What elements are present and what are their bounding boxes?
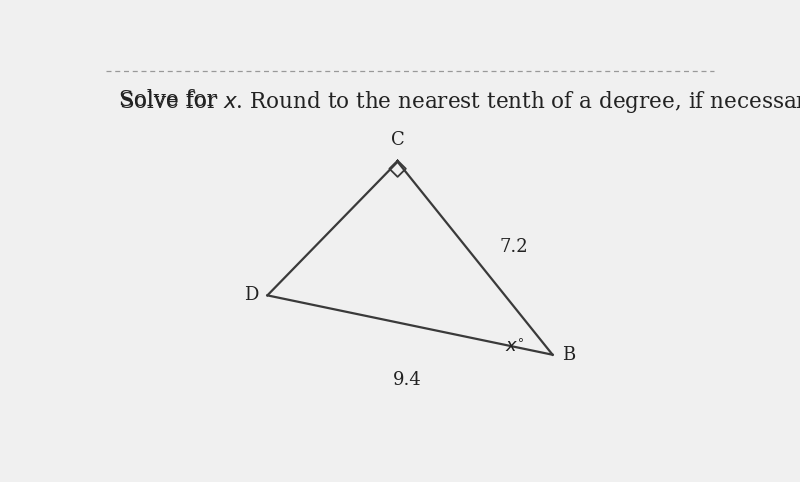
Text: $x^{\circ}$: $x^{\circ}$ [505, 338, 525, 356]
Text: C: C [390, 131, 405, 149]
Text: D: D [244, 286, 258, 304]
Text: Solve for: Solve for [118, 89, 223, 111]
Text: 9.4: 9.4 [393, 372, 422, 389]
Text: 7.2: 7.2 [500, 238, 529, 256]
Text: Solve for $x$. Round to the nearest tenth of a degree, if necessary.: Solve for $x$. Round to the nearest tent… [118, 89, 800, 115]
Text: B: B [562, 346, 575, 364]
